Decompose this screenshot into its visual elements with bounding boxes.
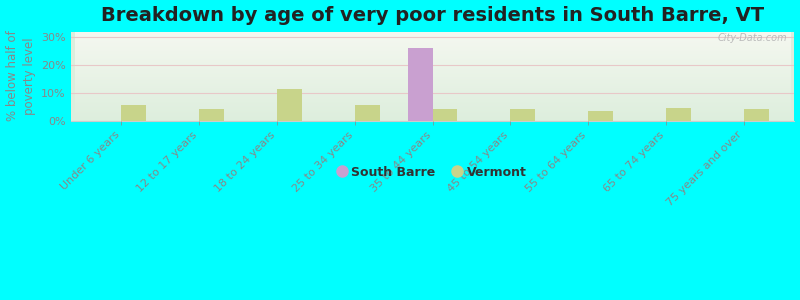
Bar	[122, 105, 146, 121]
Bar	[666, 108, 691, 121]
Legend: South Barre, Vermont: South Barre, Vermont	[334, 160, 531, 184]
Title: Breakdown by age of very poor residents in South Barre, VT: Breakdown by age of very poor residents …	[101, 6, 764, 25]
Text: City-Data.com: City-Data.com	[718, 33, 787, 43]
Bar	[744, 110, 769, 121]
Bar	[510, 110, 535, 121]
Bar	[277, 88, 302, 121]
Bar	[199, 110, 224, 121]
Y-axis label: % below half of
poverty level: % below half of poverty level	[6, 31, 35, 122]
Bar	[588, 111, 613, 121]
Bar	[408, 48, 433, 121]
Bar	[354, 105, 380, 121]
Bar	[433, 110, 458, 121]
